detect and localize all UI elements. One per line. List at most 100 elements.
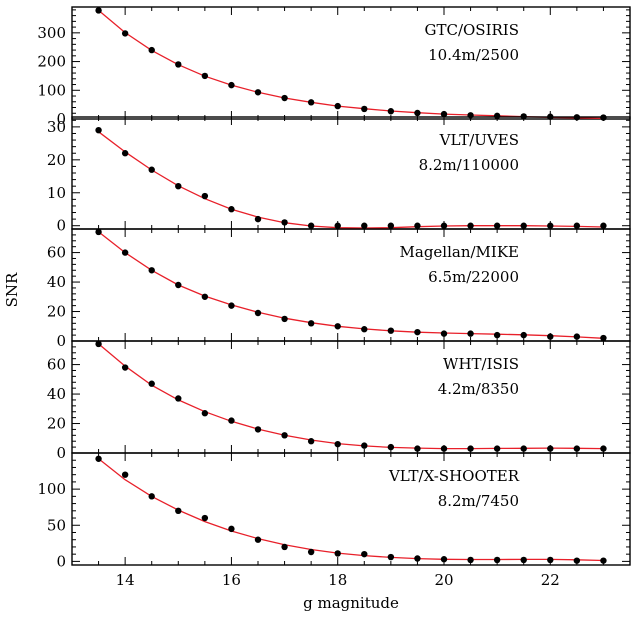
y-tick-label: 0	[56, 332, 66, 350]
data-point	[573, 222, 581, 229]
data-point	[334, 222, 341, 229]
data-point	[440, 445, 448, 452]
x-tick-label: 22	[541, 571, 560, 589]
data-point	[254, 215, 262, 223]
y-tick-label: 0	[56, 552, 66, 570]
data-point	[573, 333, 581, 340]
data-point	[121, 30, 129, 37]
data-point	[148, 493, 155, 500]
y-tick-label: 200	[37, 53, 66, 71]
y-tick-label: 50	[47, 516, 66, 534]
data-point	[387, 108, 395, 115]
data-point	[493, 331, 501, 339]
data-point	[175, 182, 182, 190]
data-point	[414, 328, 421, 336]
data-point	[201, 410, 209, 417]
data-point	[121, 249, 129, 256]
panel-label-config: 8.2m/7450	[438, 492, 519, 510]
y-tick-label: 100	[37, 81, 66, 99]
data-point	[467, 556, 474, 564]
y-tick-label: 10	[47, 184, 66, 202]
data-point	[334, 102, 341, 110]
panel-frame	[71, 340, 631, 454]
panel-5: 0 50 100 VLT/X-SHOOTER 8.2m/7450	[37, 452, 631, 570]
x-tick-label: 20	[434, 571, 453, 589]
fit-curve	[98, 343, 604, 450]
data-point	[440, 330, 448, 337]
fit-curve	[98, 131, 604, 229]
y-tick-label: 30	[47, 118, 66, 136]
data-point	[175, 507, 182, 515]
data-point	[228, 206, 235, 213]
data-point	[493, 445, 501, 452]
data-point	[201, 192, 209, 200]
data-point	[387, 327, 395, 334]
data-point	[520, 331, 527, 339]
data-point	[440, 556, 448, 563]
data-point	[121, 471, 129, 478]
panel-3: 0 20 40 60 Magellan/MIKE 6.5m/22000	[47, 228, 631, 350]
data-point	[95, 228, 102, 236]
data-point	[547, 556, 554, 564]
data-point	[547, 445, 554, 452]
y-tick-label: 0	[56, 110, 66, 128]
panel-label-instrument: Magellan/MIKE	[400, 243, 519, 261]
data-point	[387, 222, 395, 229]
panel-label-instrument: WHT/ISIS	[443, 355, 519, 373]
data-point	[387, 553, 395, 561]
data-point	[520, 222, 527, 229]
data-point	[281, 432, 288, 439]
data-point	[414, 109, 421, 117]
data-point	[467, 222, 474, 229]
data-point	[600, 557, 607, 564]
data-point	[440, 110, 448, 118]
data-point	[361, 326, 368, 333]
data-point	[148, 267, 155, 274]
y-axis-label: SNR	[3, 272, 21, 307]
data-point	[573, 445, 581, 452]
data-point	[95, 126, 102, 134]
data-point	[228, 81, 235, 89]
y-tick-label: 20	[47, 415, 66, 433]
y-tick-label: 40	[47, 385, 66, 403]
y-tick-label: 0	[56, 444, 66, 462]
x-tick-label: 16	[222, 571, 241, 589]
data-point	[440, 222, 448, 229]
data-point	[201, 293, 209, 300]
data-point	[520, 445, 527, 452]
data-point	[600, 445, 607, 452]
panel-4: 0 20 40 60 WHT/ISIS 4.2m/8350	[47, 340, 631, 462]
panel-1: 0 100 200 300 GTC/OSIRIS 10.4m/2500	[37, 6, 631, 128]
data-point	[493, 222, 501, 229]
y-tick-label: 20	[47, 303, 66, 321]
data-point	[467, 330, 474, 337]
fit-curve	[98, 231, 604, 339]
x-tick-label: 14	[116, 571, 135, 589]
data-point	[547, 222, 554, 229]
data-point	[547, 333, 554, 340]
y-tick-label: 40	[47, 273, 66, 291]
panel-2: 0 10 20 30 VLT/UVES 8.2m/110000	[47, 116, 631, 235]
panel-label-instrument: VLT/X-SHOOTER	[388, 467, 520, 485]
data-point	[334, 550, 341, 557]
data-point	[281, 219, 288, 226]
data-point	[95, 7, 102, 14]
panel-label-config: 4.2m/8350	[438, 380, 519, 398]
data-point	[361, 222, 368, 229]
data-point	[148, 46, 155, 54]
panel-label-instrument: GTC/OSIRIS	[424, 21, 519, 39]
data-point	[175, 281, 182, 289]
panel-label-config: 10.4m/2500	[428, 46, 519, 64]
data-point	[281, 94, 288, 102]
fit-curve	[98, 9, 604, 120]
panel-label-config: 6.5m/22000	[428, 268, 519, 286]
data-point	[573, 557, 581, 564]
x-axis-label: g magnitude	[303, 594, 399, 612]
data-point	[254, 426, 262, 433]
data-point	[201, 72, 209, 80]
fit-curve	[98, 458, 604, 562]
data-point	[520, 556, 527, 564]
data-point	[334, 440, 341, 448]
